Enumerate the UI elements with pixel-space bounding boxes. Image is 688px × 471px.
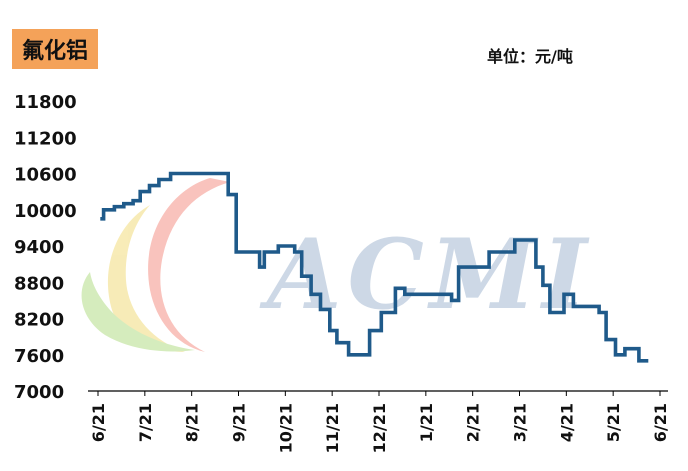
x-tick-label: 8/21: [183, 403, 202, 442]
y-tick-label: 9400: [14, 237, 64, 258]
unit-label: 单位：元/吨: [487, 47, 573, 66]
watermark-text: ACMI: [259, 218, 593, 331]
x-tick-label: 1/21: [417, 403, 436, 442]
chart-title: 氟化铝: [12, 29, 98, 69]
x-tick-label: 3/21: [511, 403, 530, 442]
x-axis-tick-labels: 6/21 7/21 8/21 9/21 10/21 11/21 12/21 1/21 2/21 3…: [89, 391, 670, 453]
y-tick-label: 8200: [14, 310, 64, 331]
x-tick-label: 6/21: [89, 403, 108, 442]
y-axis-tick-labels: 11800 11200 10600 10000 9400 8800 8200 7600 7000: [14, 92, 77, 403]
x-tick-label: 7/21: [136, 403, 155, 442]
y-tick-label: 10000: [14, 201, 77, 222]
x-tick-label: 11/21: [323, 403, 342, 453]
y-tick-label: 8800: [14, 273, 64, 294]
x-tick-label: 5/21: [604, 403, 623, 442]
x-tick-label: 12/21: [370, 403, 389, 453]
y-tick-label: 11200: [14, 128, 77, 149]
y-tick-label: 11800: [14, 92, 77, 113]
logo-swoosh-graphic: [81, 178, 230, 352]
x-tick-label: 2/21: [464, 403, 483, 442]
watermark-acmi: ACMI: [259, 218, 593, 331]
x-tick-label: 4/21: [557, 403, 576, 442]
x-tick-label: 9/21: [230, 403, 249, 442]
x-tick-label: 10/21: [276, 403, 295, 453]
price-series-line: [100, 171, 649, 363]
series-lines: [100, 171, 649, 363]
x-tick-label: 6/21: [651, 403, 670, 442]
y-tick-label: 10600: [14, 165, 77, 186]
y-tick-label: 7000: [14, 382, 64, 403]
y-tick-label: 7600: [14, 346, 64, 367]
